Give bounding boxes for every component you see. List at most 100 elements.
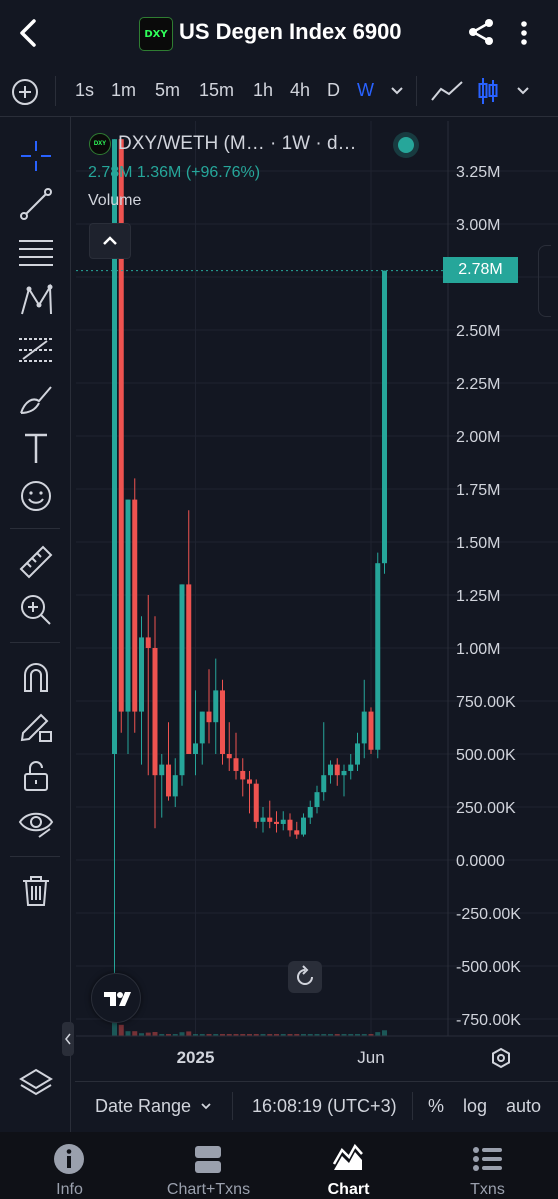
- chevron-down-icon[interactable]: [390, 86, 404, 96]
- auto-toggle[interactable]: auto: [506, 1096, 542, 1116]
- tf-w[interactable]: W: [357, 80, 374, 100]
- split-view-icon: [195, 1146, 221, 1173]
- ruler-icon[interactable]: [17, 543, 55, 581]
- tf-1h[interactable]: 1h: [253, 80, 274, 100]
- chart-vgrid: [195, 121, 372, 1036]
- candle-body: [199, 711, 205, 744]
- tab-info[interactable]: Info: [0, 1132, 139, 1199]
- candles-icon[interactable]: [477, 76, 499, 106]
- percent-toggle[interactable]: %: [428, 1096, 445, 1116]
- toolbar-divider: [416, 76, 417, 106]
- date-range-button[interactable]: Date Range: [95, 1096, 192, 1116]
- candle-body: [145, 637, 151, 648]
- pattern-icon[interactable]: [17, 281, 55, 319]
- text-tool-icon[interactable]: [17, 429, 55, 467]
- time-readout[interactable]: 16:08:19 (UTC+3): [252, 1096, 397, 1116]
- y-tick-label: -750.00K: [456, 1012, 521, 1029]
- volume-bar: [240, 1034, 246, 1036]
- eye-icon[interactable]: [17, 805, 55, 843]
- candle-body: [274, 821, 279, 824]
- volume-bar: [267, 1034, 273, 1036]
- scale-handle[interactable]: [538, 245, 551, 317]
- legend-indicator[interactable]: Volume: [88, 192, 142, 209]
- x-tick-label: Jun: [357, 1048, 384, 1067]
- tf-1m[interactable]: 1m: [111, 80, 137, 100]
- forecast-icon[interactable]: [17, 331, 55, 369]
- lock-drawing-icon[interactable]: [17, 707, 55, 745]
- candle-body: [132, 499, 138, 712]
- volume-bar: [253, 1034, 259, 1036]
- volume-bar: [328, 1034, 333, 1036]
- page-title: US Degen Index 6900: [179, 19, 402, 44]
- candle-body: [233, 758, 239, 771]
- candle-body: [179, 584, 185, 776]
- volume-bar: [334, 1034, 340, 1036]
- tradingview-logo[interactable]: [91, 973, 141, 1023]
- candle-body: [307, 807, 313, 818]
- emoji-icon[interactable]: [17, 477, 55, 515]
- add-symbol-icon[interactable]: [11, 78, 39, 106]
- bottom-divider: [232, 1092, 233, 1120]
- trend-line-icon[interactable]: [17, 185, 55, 223]
- trash-icon[interactable]: [17, 871, 55, 909]
- collapse-legend-button[interactable]: [89, 223, 131, 259]
- time-axis: 2025 Jun: [177, 1048, 385, 1067]
- rotate-icon: [297, 965, 313, 985]
- unlock-icon[interactable]: [17, 757, 55, 795]
- volume-bar: [220, 1034, 225, 1036]
- y-tick-label: 1.75M: [456, 482, 500, 499]
- toolbar-divider: [10, 642, 60, 643]
- more-vertical-icon[interactable]: [516, 18, 532, 48]
- candle-body: [139, 637, 144, 712]
- y-tick-label: 2.25M: [456, 376, 500, 393]
- candle-body: [375, 563, 381, 750]
- volume-bar: [159, 1034, 165, 1036]
- last-price-label: 2.78M: [443, 257, 518, 283]
- candle-body: [240, 770, 246, 780]
- y-tick-label: 3.00M: [456, 217, 500, 234]
- y-tick-label: 750.00K: [456, 694, 516, 711]
- candle-body: [220, 690, 225, 754]
- tf-4h[interactable]: 4h: [290, 80, 311, 100]
- tf-1s[interactable]: 1s: [75, 80, 95, 100]
- candle-body: [301, 817, 306, 835]
- settings-hexagon-icon[interactable]: [490, 1047, 512, 1069]
- chevron-down-icon[interactable]: [516, 86, 530, 96]
- volume-bar: [307, 1034, 313, 1036]
- tab-txns[interactable]: Txns: [418, 1132, 557, 1199]
- volume-bar: [152, 1032, 158, 1036]
- candle-body: [186, 584, 192, 754]
- volume-bar: [172, 1034, 178, 1036]
- tf-5m[interactable]: 5m: [155, 80, 181, 100]
- line-chart-icon[interactable]: [430, 78, 464, 104]
- volume-bar: [132, 1031, 138, 1036]
- tf-d[interactable]: D: [327, 80, 340, 100]
- chevron-down-icon[interactable]: [200, 1101, 212, 1111]
- candle-body: [260, 817, 266, 822]
- chevron-left-icon[interactable]: [14, 16, 44, 50]
- zoom-in-icon[interactable]: [17, 591, 55, 629]
- tf-15m[interactable]: 15m: [199, 80, 235, 100]
- chart-icon: [332, 1143, 363, 1170]
- volume-bar: [368, 1034, 374, 1036]
- tradingview-icon: [104, 992, 131, 1006]
- legend-symbol[interactable]: DXY/WETH (M… · 1W · d…: [118, 133, 357, 154]
- candle-body: [348, 764, 354, 771]
- log-toggle[interactable]: log: [463, 1096, 488, 1116]
- fib-retracement-icon[interactable]: [17, 233, 55, 271]
- crosshair-icon[interactable]: [17, 137, 55, 175]
- volume-bar: [199, 1034, 205, 1036]
- share-icon[interactable]: [466, 17, 496, 47]
- tab-chart-txns[interactable]: Chart+Txns: [139, 1132, 278, 1199]
- brush-icon[interactable]: [17, 381, 55, 419]
- bottom-divider: [412, 1092, 413, 1120]
- magnet-icon[interactable]: [17, 659, 55, 697]
- reset-chart-button[interactable]: [288, 961, 322, 993]
- tab-chart[interactable]: Chart: [279, 1132, 418, 1199]
- toolbar-collapse-handle[interactable]: [62, 1022, 74, 1056]
- volume-bar: [274, 1034, 279, 1036]
- candle-body: [166, 764, 171, 797]
- volume-bar: [118, 1024, 124, 1036]
- layers-icon[interactable]: [17, 1065, 55, 1103]
